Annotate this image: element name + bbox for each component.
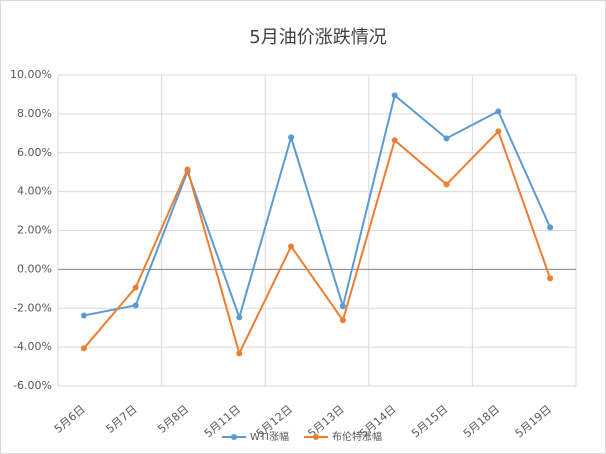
- y-tick-label: 10.00%: [10, 68, 52, 81]
- legend-label: 布伦特涨幅: [332, 430, 382, 443]
- y-tick-label: 4.00%: [17, 185, 52, 198]
- data-point: [495, 108, 502, 115]
- data-point: [443, 181, 450, 188]
- data-point: [80, 312, 87, 319]
- data-point: [288, 243, 295, 250]
- y-tick-label: -2.00%: [13, 301, 52, 314]
- y-tick-label: -6.00%: [13, 379, 52, 392]
- data-point: [339, 303, 346, 310]
- data-point: [391, 137, 398, 144]
- data-point: [288, 134, 295, 141]
- y-tick-label: 0.00%: [17, 262, 52, 275]
- legend-marker: [313, 434, 319, 440]
- series-line: [83, 129, 552, 357]
- data-point: [132, 284, 139, 291]
- y-tick-label: 2.00%: [17, 224, 52, 237]
- data-point: [80, 345, 87, 352]
- data-point: [236, 350, 243, 357]
- y-tick-label: -4.00%: [13, 340, 52, 353]
- y-tick-label: 8.00%: [17, 107, 52, 120]
- data-point: [547, 275, 554, 282]
- data-point: [339, 317, 346, 324]
- data-point: [547, 224, 554, 231]
- chart-title: 5月油价涨跌情况: [249, 27, 386, 48]
- data-point: [443, 135, 450, 142]
- data-point: [132, 302, 139, 309]
- data-point: [495, 128, 502, 135]
- legend-label: WTI涨幅: [250, 430, 289, 443]
- series-line: [83, 93, 552, 321]
- data-point: [184, 166, 191, 173]
- legend-marker: [231, 434, 237, 440]
- data-point: [236, 314, 243, 321]
- y-tick-label: 6.00%: [17, 146, 52, 159]
- data-point: [391, 92, 398, 99]
